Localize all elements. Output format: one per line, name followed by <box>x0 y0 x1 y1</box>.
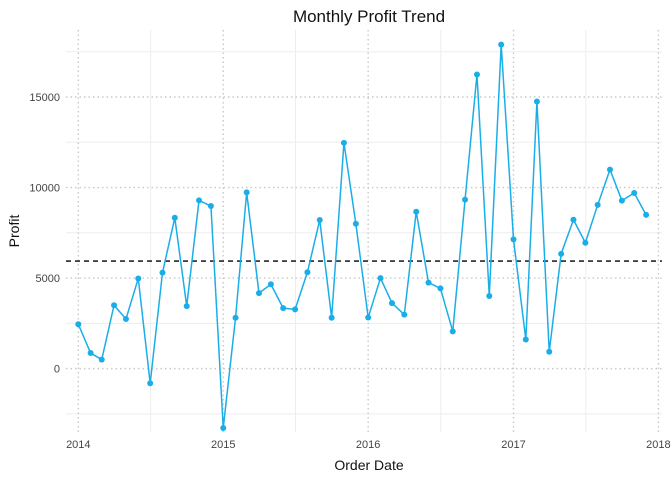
profit-series-line <box>77 43 647 429</box>
profit-data-point <box>473 71 480 78</box>
profit-data-point <box>340 139 347 146</box>
profit-data-point <box>618 197 625 204</box>
profit-data-point <box>98 356 105 363</box>
profit-data-point <box>570 216 577 223</box>
profit-data-point <box>606 166 613 173</box>
profit-data-point <box>171 214 178 221</box>
profit-data-point <box>316 216 323 223</box>
profit-data-point <box>486 293 493 300</box>
profit-data-point <box>437 285 444 292</box>
y-tick-labels: 0 5000 10000 15000 <box>29 92 60 376</box>
x-tick-label: 2015 <box>211 439 235 451</box>
profit-data-point <box>292 306 299 313</box>
x-tick-label: 2014 <box>66 439 90 451</box>
x-axis-title: Order Date <box>334 457 403 473</box>
profit-data-point <box>243 189 250 196</box>
profit-data-point <box>75 321 82 328</box>
profit-data-point <box>159 269 166 276</box>
profit-data-point <box>462 196 469 203</box>
profit-data-point <box>232 314 239 321</box>
y-tick-label: 10000 <box>29 183 60 195</box>
profit-data-point <box>413 208 420 215</box>
x-tick-label: 2017 <box>501 439 525 451</box>
profit-data-point <box>255 290 262 297</box>
y-tick-label: 5000 <box>36 273 60 285</box>
profit-data-point <box>643 211 650 218</box>
profit-data-point <box>388 300 395 307</box>
profit-data-point <box>582 239 589 246</box>
profit-data-point <box>183 303 190 310</box>
x-tick-labels: 2014 2015 2016 2017 2018 <box>66 439 671 451</box>
profit-data-point <box>87 350 94 357</box>
profit-data-point <box>449 328 456 335</box>
profit-data-point <box>533 98 540 105</box>
profit-data-point <box>401 311 408 318</box>
profit-data-point <box>425 279 432 286</box>
profit-data-point <box>220 425 227 432</box>
grid-layer <box>66 30 662 432</box>
profit-data-point <box>377 275 384 282</box>
profit-data-point <box>267 281 274 288</box>
series-layer <box>75 41 650 432</box>
y-tick-label: 15000 <box>29 92 60 104</box>
profit-data-point <box>280 305 287 312</box>
profit-data-point <box>631 189 638 196</box>
profit-data-point <box>196 197 203 204</box>
profit-data-point <box>304 269 311 276</box>
x-tick-label: 2016 <box>356 439 380 451</box>
profit-data-point <box>122 316 129 323</box>
profit-data-point <box>498 41 505 48</box>
profit-data-point <box>352 220 359 227</box>
chart-title: Monthly Profit Trend <box>293 7 445 26</box>
profit-data-point <box>207 203 214 210</box>
y-axis-title: Profit <box>6 215 22 248</box>
profit-data-point <box>522 336 529 343</box>
profit-data-point <box>147 380 154 387</box>
profit-data-point <box>111 302 118 309</box>
profit-data-point <box>135 275 142 282</box>
profit-data-point <box>594 201 601 208</box>
y-tick-label: 0 <box>54 364 60 376</box>
profit-data-point <box>365 314 372 321</box>
profit-data-point <box>558 250 565 257</box>
profit-data-point <box>510 236 517 243</box>
x-tick-label: 2018 <box>646 439 670 451</box>
profit-data-point <box>546 348 553 355</box>
profit-data-point <box>328 314 335 321</box>
